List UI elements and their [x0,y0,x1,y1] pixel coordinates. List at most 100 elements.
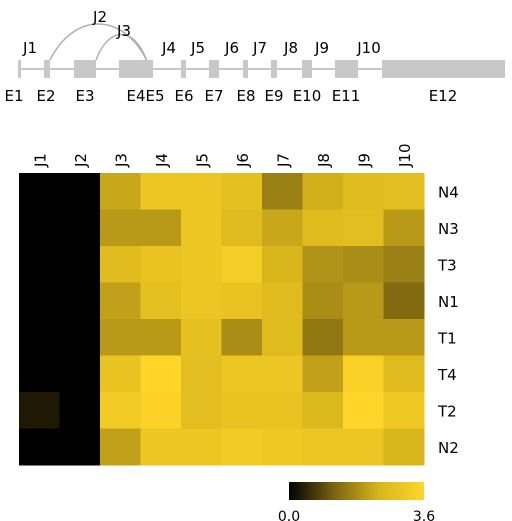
heatmap-cell [100,428,141,466]
column-label: J2 [72,153,90,168]
heatmap-cell [302,392,344,429]
heatmap-cell [181,428,222,466]
exon-label-e11: E11 [332,87,361,105]
gene-model: E1 E2 E3 E4 E5 E6 E7 E8 E9 E10 E11 E12 J1 J2 J3 J4 J5 J6 J… [4,8,505,105]
exon-label-e12: E12 [429,87,458,105]
row-label: N3 [438,220,459,238]
junction-label-j4: J4 [161,39,176,57]
heatmap-cell [262,355,303,393]
heatmap-cell [383,246,425,283]
row-label: N4 [438,183,459,201]
colorbar-gradient [289,482,424,500]
junction-label-j5: J5 [190,39,205,57]
heatmap-cell [383,392,425,429]
colorbar: 0.0 3.6 [278,482,435,521]
heatmap-cell [262,246,303,283]
heatmap-cell [19,246,60,283]
heatmap-cell [302,246,344,283]
heatmap-cell [100,173,141,210]
column-label: J10 [396,143,414,168]
column-label: J6 [234,153,252,168]
heatmap-cell [19,319,60,356]
junction-label-j7: J7 [252,39,267,57]
junction-label-j1: J1 [22,39,37,57]
colorbar-min-label: 0.0 [278,509,300,521]
heatmap-cell [59,173,101,210]
heatmap-cell [181,319,222,356]
heatmap-cell [59,428,101,466]
heatmap-cell [140,246,182,283]
exon-e11 [335,60,358,78]
heatmap-cell [19,209,60,247]
exon-e10 [302,60,312,78]
junction-arc-j3 [95,33,148,61]
row-label: T3 [437,256,457,274]
heatmap-cell [383,428,425,466]
heatmap-cell [59,392,101,429]
row-label: N2 [438,439,459,457]
heatmap-cell [343,428,384,466]
exon-e6 [181,60,186,78]
heatmap-cell [343,355,384,393]
exon-label-e2: E2 [36,87,55,105]
colorbar-max-label: 3.6 [413,509,435,521]
heatmap-cell [140,173,182,210]
column-label: J5 [193,153,211,168]
heatmap-cell [59,209,101,247]
heatmap-cell [343,319,384,356]
junction-label-j9: J9 [314,39,329,57]
heatmap-column-labels: J1 J2 J3 J4 J5 J6 J7 J8 J9 J10 [31,143,414,168]
exon-e9 [271,60,277,78]
heatmap-cell [100,319,141,356]
exon-label-e5: E5 [145,87,164,105]
exon-label-e8: E8 [236,87,255,105]
heatmap-cell [100,209,141,247]
row-label: N1 [438,293,459,311]
column-label: J9 [355,153,373,168]
heatmap-cell [343,209,384,247]
heatmap-row-labels: N4 N3 T3 N1 T1 T4 T2 N2 [437,183,459,457]
heatmap-cell [140,282,182,320]
heatmap-cell [19,282,60,320]
heatmap-cell [221,246,263,283]
exon-e8 [243,60,248,78]
heatmap-cell [140,392,182,429]
row-label: T1 [437,329,457,347]
heatmap-cell [19,392,60,429]
exon-label-e9: E9 [264,87,283,105]
heatmap-cell [383,355,425,393]
heatmap-cell [59,246,101,283]
heatmap-cell [221,392,263,429]
junction-label-j3: J3 [116,22,131,40]
heatmap-cell [343,173,384,210]
heatmap-cells [19,173,425,466]
heatmap-cell [221,173,263,210]
heatmap-cell [262,428,303,466]
exon-label-e6: E6 [174,87,193,105]
heatmap-cell [100,246,141,283]
column-label: J8 [315,153,333,168]
heatmap-cell [383,319,425,356]
heatmap-cell [221,319,263,356]
junction-arc-j2 [49,23,148,61]
junction-label-j6: J6 [224,39,239,57]
junction-label-j8: J8 [283,39,298,57]
heatmap-cell [262,282,303,320]
exon-label-e1: E1 [4,87,23,105]
column-label: J4 [153,153,171,168]
heatmap-cell [221,428,263,466]
heatmap-cell [181,392,222,429]
heatmap-cell [221,355,263,393]
heatmap-cell [181,355,222,393]
heatmap-cell [59,282,101,320]
heatmap-cell [262,392,303,429]
heatmap-cell [100,392,141,429]
column-label: J1 [31,153,49,168]
row-label: T2 [437,402,457,420]
heatmap-cell [19,173,60,210]
heatmap-cell [302,355,344,393]
heatmap-cell [262,173,303,210]
column-label: J3 [112,153,130,168]
heatmap-cell [302,428,344,466]
